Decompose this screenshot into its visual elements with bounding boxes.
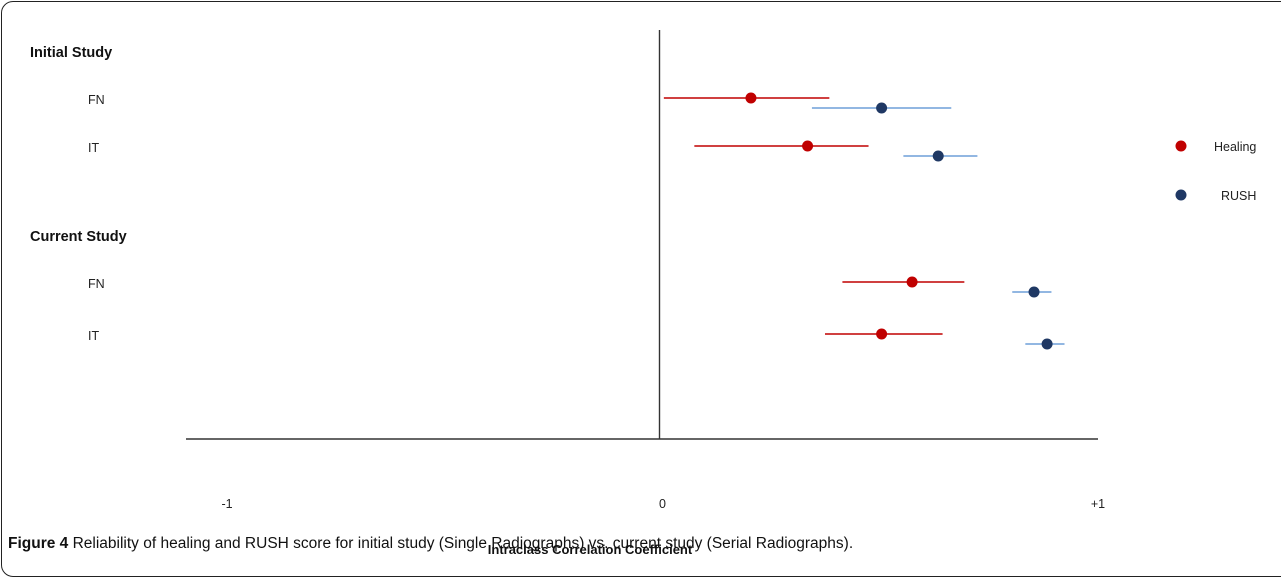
row-label: FN <box>88 93 105 107</box>
point-estimate <box>932 150 944 162</box>
legend-marker <box>1175 140 1187 152</box>
caption-prefix: Figure 4 <box>8 535 69 552</box>
row-label: IT <box>88 141 99 155</box>
x-axis-label: Intraclass Correlation Coefficient <box>488 542 693 557</box>
row-label: FN <box>88 277 105 291</box>
point-estimate <box>802 140 814 152</box>
point-estimate <box>906 276 918 288</box>
row-label: IT <box>88 329 99 343</box>
row-labels: Initial Study FN IT Current Study FN IT <box>30 45 127 343</box>
point-estimate <box>876 102 888 114</box>
legend: Healing RUSH <box>1175 140 1256 203</box>
point-estimate <box>876 328 888 340</box>
group-label: Initial Study <box>30 45 112 61</box>
figure-caption: Figure 4 Reliability of healing and RUSH… <box>8 535 853 553</box>
point-estimate <box>1028 286 1040 298</box>
group-label: Current Study <box>30 229 127 245</box>
legend-marker <box>1175 189 1187 201</box>
legend-label: RUSH <box>1221 189 1256 203</box>
x-tick-label: 0 <box>659 497 666 511</box>
point-estimate <box>745 92 757 104</box>
caption-text: Reliability of healing and RUSH score fo… <box>68 535 854 552</box>
legend-label: Healing <box>1214 140 1256 154</box>
point-estimate <box>1041 338 1053 350</box>
x-tick-label: +1 <box>1091 497 1105 511</box>
data-marks <box>663 92 1065 350</box>
axes: -1 0 +1 Intraclass Correlation Coefficient <box>186 30 1105 557</box>
x-tick-label: -1 <box>221 497 232 511</box>
